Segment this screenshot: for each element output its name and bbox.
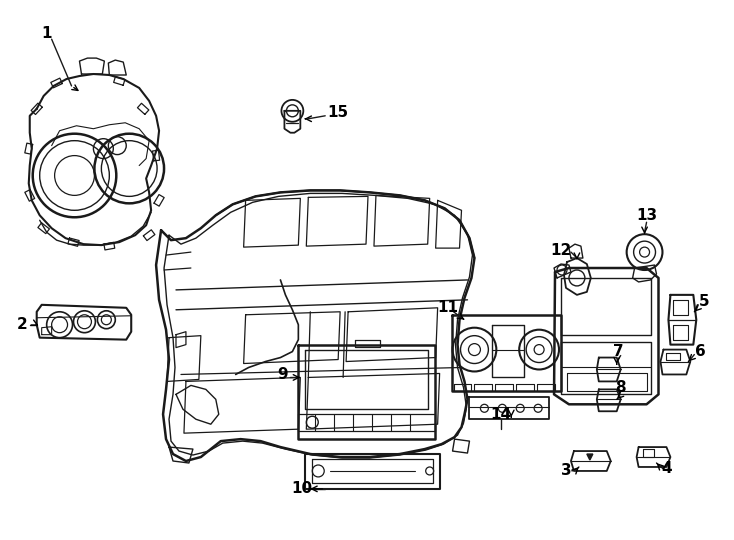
- Text: 2: 2: [16, 317, 27, 332]
- Text: 4: 4: [661, 462, 672, 476]
- Text: 5: 5: [699, 294, 710, 309]
- Text: 1: 1: [41, 26, 52, 40]
- Text: 14: 14: [491, 407, 512, 422]
- Polygon shape: [587, 454, 593, 460]
- Text: 7: 7: [614, 344, 624, 359]
- Text: 11: 11: [437, 300, 458, 315]
- Text: 10: 10: [292, 481, 313, 496]
- Text: 9: 9: [277, 367, 288, 382]
- Text: 13: 13: [636, 208, 657, 223]
- Text: 12: 12: [550, 242, 572, 258]
- Text: 6: 6: [695, 344, 705, 359]
- Text: 15: 15: [327, 105, 349, 120]
- Text: 3: 3: [561, 463, 571, 478]
- Text: 8: 8: [615, 380, 626, 395]
